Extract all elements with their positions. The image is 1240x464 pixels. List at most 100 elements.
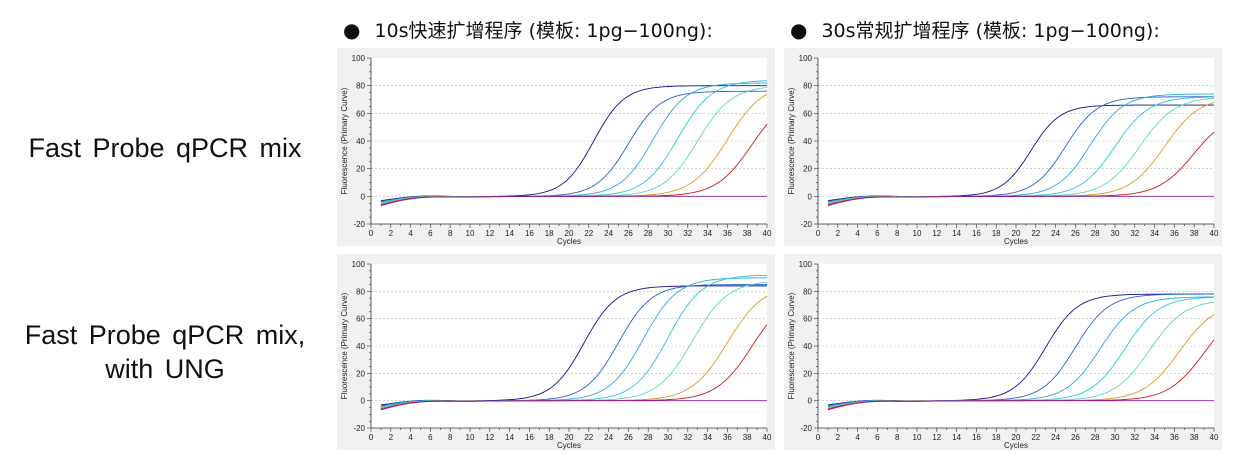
x-axis-title: Cycles <box>1004 237 1028 246</box>
x-tick-label: 24 <box>604 433 613 442</box>
y-tick-label: 80 <box>356 287 365 296</box>
x-tick-label: 36 <box>723 433 732 442</box>
x-tick-label: 40 <box>763 433 772 442</box>
y-tick-label: 20 <box>356 369 365 378</box>
x-tick-label: 6 <box>428 433 433 442</box>
x-tick-label: 4 <box>408 433 413 442</box>
x-tick-label: 6 <box>875 433 880 442</box>
x-tick-label: 0 <box>369 229 374 238</box>
row-label-line2: with UNG <box>105 354 225 384</box>
y-tick-label: 20 <box>803 369 812 378</box>
y-tick-label: -20 <box>800 220 812 229</box>
column-header-text: 10s快速扩增程序 (模板: 1pg−100ng): <box>374 20 713 42</box>
x-tick-label: 6 <box>875 229 880 238</box>
chart-panel-top-right: -20 0 20 40 60 80 100 0 2 4 6 8 10 12 14 16 18 20 22 24 26 28… <box>784 48 1222 246</box>
y-axis-title: Fluorescence (Primary Curve) <box>340 292 349 399</box>
x-tick-label: 38 <box>743 433 752 442</box>
x-tick-label: 0 <box>816 229 821 238</box>
x-tick-label: 2 <box>389 229 394 238</box>
x-axis-title: Cycles <box>1004 441 1028 450</box>
x-tick-label: 22 <box>1031 433 1040 442</box>
y-tick-label: 60 <box>803 315 812 324</box>
x-tick-label: 38 <box>743 229 752 238</box>
x-tick-label: 16 <box>525 229 534 238</box>
y-tick-label: -20 <box>353 424 365 433</box>
x-tick-label: 34 <box>1150 229 1159 238</box>
series-line-7 <box>380 195 767 207</box>
x-tick-label: 32 <box>683 433 692 442</box>
x-tick-label: 40 <box>1210 229 1219 238</box>
y-tick-label: -20 <box>353 220 365 229</box>
x-tick-label: 26 <box>624 433 633 442</box>
x-tick-label: 30 <box>664 433 673 442</box>
x-tick-label: 10 <box>466 433 475 442</box>
y-tick-label: 20 <box>803 165 812 174</box>
x-tick-label: 34 <box>703 229 712 238</box>
x-tick-label: 0 <box>369 433 374 442</box>
x-tick-label: 28 <box>1091 433 1100 442</box>
x-tick-label: 16 <box>525 433 534 442</box>
x-tick-label: 2 <box>836 229 841 238</box>
x-tick-label: 32 <box>683 229 692 238</box>
row-label-line1: Fast Probe qPCR mix <box>28 133 302 163</box>
y-tick-label: 0 <box>808 192 813 201</box>
y-tick-label: 100 <box>352 260 366 269</box>
bullet: ● <box>343 17 361 42</box>
y-tick-label: 0 <box>361 397 366 406</box>
x-tick-label: 40 <box>763 229 772 238</box>
y-tick-label: 0 <box>361 192 366 201</box>
y-tick-label: 40 <box>356 342 365 351</box>
y-axis-title: Fluorescence (Primary Curve) <box>787 292 796 399</box>
column-header-30s: ● 30s常规扩增程序 (模板: 1pg−100ng): <box>790 16 1160 43</box>
y-tick-label: 100 <box>799 54 813 63</box>
chart-panel-bottom-right: -20 0 20 40 60 80 100 0 2 4 6 8 10 12 14 16 18 20 22 24 26 28… <box>784 254 1222 450</box>
x-tick-label: 28 <box>1091 229 1100 238</box>
x-tick-label: 10 <box>466 229 475 238</box>
y-axis-title: Fluorescence (Primary Curve) <box>787 87 796 194</box>
x-tick-label: 18 <box>545 229 554 238</box>
x-tick-label: 10 <box>913 433 922 442</box>
x-tick-label: 30 <box>1111 433 1120 442</box>
series-line-7 <box>827 400 1214 411</box>
row-label-fast-probe: Fast Probe qPCR mix <box>0 131 330 165</box>
column-header-10s: ● 10s快速扩增程序 (模板: 1pg−100ng): <box>343 16 713 43</box>
x-tick-label: 32 <box>1130 433 1139 442</box>
x-tick-label: 28 <box>644 229 653 238</box>
x-tick-label: 12 <box>932 433 941 442</box>
y-tick-label: 40 <box>803 342 812 351</box>
x-tick-label: 14 <box>505 433 514 442</box>
y-tick-label: -20 <box>800 424 812 433</box>
x-tick-label: 36 <box>723 229 732 238</box>
x-tick-label: 14 <box>952 229 961 238</box>
x-tick-label: 4 <box>855 433 860 442</box>
column-header-text: 30s常规扩增程序 (模板: 1pg−100ng): <box>821 20 1160 42</box>
y-tick-label: 100 <box>352 54 366 63</box>
x-tick-label: 24 <box>1051 433 1060 442</box>
y-tick-label: 80 <box>803 287 812 296</box>
x-tick-label: 8 <box>448 433 453 442</box>
y-tick-label: 60 <box>356 315 365 324</box>
x-tick-label: 0 <box>816 433 821 442</box>
x-tick-label: 8 <box>895 229 900 238</box>
x-tick-label: 36 <box>1170 433 1179 442</box>
x-tick-label: 24 <box>1051 229 1060 238</box>
x-tick-label: 16 <box>972 229 981 238</box>
x-tick-label: 8 <box>448 229 453 238</box>
x-tick-label: 2 <box>389 433 394 442</box>
x-tick-label: 20 <box>565 433 574 442</box>
x-tick-label: 38 <box>1190 229 1199 238</box>
x-tick-label: 16 <box>972 433 981 442</box>
chart-panel-bottom-left: -20 0 20 40 60 80 100 0 2 4 6 8 10 12 14 16 18 20 22 24 26 28… <box>337 254 775 450</box>
x-tick-label: 38 <box>1190 433 1199 442</box>
x-tick-label: 24 <box>604 229 613 238</box>
x-axis-title: Cycles <box>557 237 581 246</box>
x-tick-label: 34 <box>703 433 712 442</box>
row-label-line1: Fast Probe qPCR mix, <box>24 320 306 350</box>
x-tick-label: 22 <box>1031 229 1040 238</box>
x-tick-label: 26 <box>624 229 633 238</box>
x-tick-label: 18 <box>992 433 1001 442</box>
x-tick-label: 8 <box>895 433 900 442</box>
